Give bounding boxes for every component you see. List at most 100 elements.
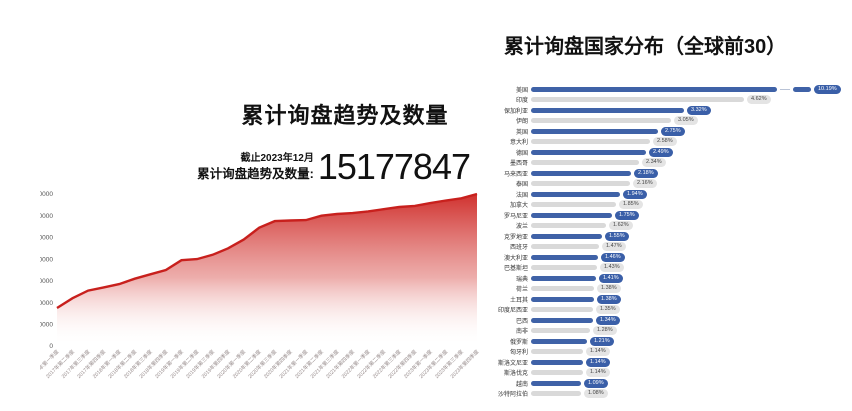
country-bar	[531, 370, 583, 376]
country-bar	[531, 128, 658, 134]
country-value-badge: 3.32%	[687, 105, 711, 115]
country-row: 波兰 1.62%	[492, 221, 852, 232]
country-row: 沙特阿拉伯 1.08%	[492, 389, 852, 400]
country-bar	[531, 328, 590, 334]
country-bar	[531, 317, 593, 323]
country-chart-panel: 累计询盘国家分布（全球前30） 美国 10.19% 印度 4.62% 保加利亚 3.32%…	[492, 0, 852, 411]
trend-chart-title: 累计询盘趋势及数量	[241, 103, 449, 128]
country-bar	[531, 307, 593, 313]
y-axis-tick-label: 200000	[40, 300, 53, 307]
country-bars: 美国 10.19% 印度 4.62% 保加利亚 3.32% 伊朗 3.05% 英国 2.75% 意大…	[492, 84, 852, 399]
country-bar	[531, 160, 639, 166]
country-row: 匈牙利 1.14%	[492, 347, 852, 358]
country-value-badge: 1.43%	[600, 263, 624, 273]
country-bar	[531, 86, 777, 92]
country-value-badge: 2.16%	[633, 179, 657, 189]
country-bar-continued	[793, 86, 811, 92]
country-label: 马来西亚	[503, 171, 528, 178]
country-bar	[531, 338, 587, 344]
country-value-badge: 1.08%	[584, 389, 608, 399]
country-bar	[531, 223, 606, 229]
country-value-badge: 2.18%	[634, 168, 658, 178]
country-label: 俄罗斯	[509, 339, 528, 346]
country-label: 沙特阿拉伯	[497, 392, 528, 399]
country-row: 印度 4.62%	[492, 95, 852, 106]
y-axis-tick-label: 300000	[40, 278, 53, 285]
country-label: 波兰	[515, 224, 528, 231]
country-bar	[531, 233, 602, 239]
country-label: 克罗地亚	[503, 234, 528, 241]
country-value-badge: 2.34%	[642, 158, 666, 168]
country-row: 保加利亚 3.32%	[492, 105, 852, 116]
country-row: 墨西哥 2.34%	[492, 158, 852, 169]
country-value-badge: 10.19%	[814, 84, 841, 94]
country-value-badge: 1.38%	[597, 294, 621, 304]
country-row: 西班牙 1.47%	[492, 242, 852, 253]
y-axis-tick-label: 500000	[40, 235, 53, 242]
country-label: 南非	[515, 329, 528, 336]
country-row: 越南 1.09%	[492, 378, 852, 389]
country-bar	[531, 191, 620, 197]
country-row: 美国 10.19%	[492, 84, 852, 95]
country-bar	[531, 286, 594, 292]
country-row: 瑞典 1.41%	[492, 273, 852, 284]
country-chart-title: 累计询盘国家分布（全球前30）	[504, 36, 787, 58]
country-label: 法国	[515, 192, 528, 199]
country-label: 保加利亚	[503, 108, 528, 115]
country-label: 越南	[515, 381, 528, 388]
axis-break-icon	[780, 88, 790, 90]
country-bar	[531, 349, 583, 355]
country-bar	[531, 107, 684, 113]
country-value-badge: 1.38%	[597, 284, 621, 294]
y-axis-tick-label: 0	[49, 343, 53, 350]
country-label: 斯洛文尼亚	[497, 360, 528, 367]
country-row: 克罗地亚 1.55%	[492, 231, 852, 242]
country-value-badge: 1.14%	[586, 368, 610, 378]
country-bar	[531, 254, 598, 260]
country-value-badge: 1.46%	[601, 252, 625, 262]
country-value-badge: 1.41%	[599, 273, 623, 283]
country-label: 荷兰	[515, 287, 528, 294]
trend-line	[56, 192, 478, 310]
country-bar	[531, 170, 631, 176]
country-label: 印度尼西亚	[497, 308, 528, 315]
country-row: 南非 1.28%	[492, 326, 852, 337]
country-row: 意大利 2.58%	[492, 137, 852, 148]
country-value-badge: 2.58%	[653, 137, 677, 147]
country-value-badge: 1.85%	[619, 200, 643, 210]
country-value-badge: 1.28%	[593, 326, 617, 336]
trend-stats-labels: 截止2023年12月 累计询盘趋势及数量:	[197, 152, 314, 182]
country-row: 俄罗斯 1.21%	[492, 336, 852, 347]
country-row: 伊朗 3.05%	[492, 116, 852, 127]
stats-asof-label: 截止2023年12月	[240, 153, 314, 164]
country-bar	[531, 202, 616, 208]
country-row: 加拿大 1.85%	[492, 200, 852, 211]
country-bar	[531, 139, 650, 145]
trend-chart-panel: 累计询盘趋势及数量 截止2023年12月 累计询盘趋势及数量: 15177847…	[40, 103, 480, 380]
country-bar	[531, 265, 597, 271]
country-value-badge: 1.47%	[602, 242, 626, 252]
country-row: 马来西亚 2.18%	[492, 168, 852, 179]
country-row: 斯洛文尼亚 1.14%	[492, 357, 852, 368]
country-label: 土耳其	[509, 297, 528, 304]
country-row: 罗马尼亚 1.75%	[492, 210, 852, 221]
country-value-badge: 1.62%	[609, 221, 633, 231]
country-row: 德国 2.49%	[492, 147, 852, 158]
country-bar	[531, 149, 646, 155]
country-row: 澳大利亚 1.46%	[492, 252, 852, 263]
country-label: 加拿大	[509, 203, 528, 210]
country-bar	[531, 181, 630, 187]
country-row: 斯洛伐克 1.14%	[492, 368, 852, 379]
country-row: 荷兰 1.38%	[492, 284, 852, 295]
country-label: 斯洛伐克	[503, 371, 528, 378]
country-value-badge: 2.49%	[649, 147, 673, 157]
country-bar	[531, 212, 612, 218]
stats-total-label: 累计询盘趋势及数量:	[197, 167, 314, 181]
stats-total-number: 15177847	[317, 146, 471, 187]
country-value-badge: 1.94%	[623, 189, 647, 199]
trend-area-fill	[57, 194, 477, 346]
country-label: 德国	[515, 150, 528, 157]
country-label: 美国	[515, 87, 528, 94]
country-label: 巴基斯坦	[503, 266, 528, 273]
